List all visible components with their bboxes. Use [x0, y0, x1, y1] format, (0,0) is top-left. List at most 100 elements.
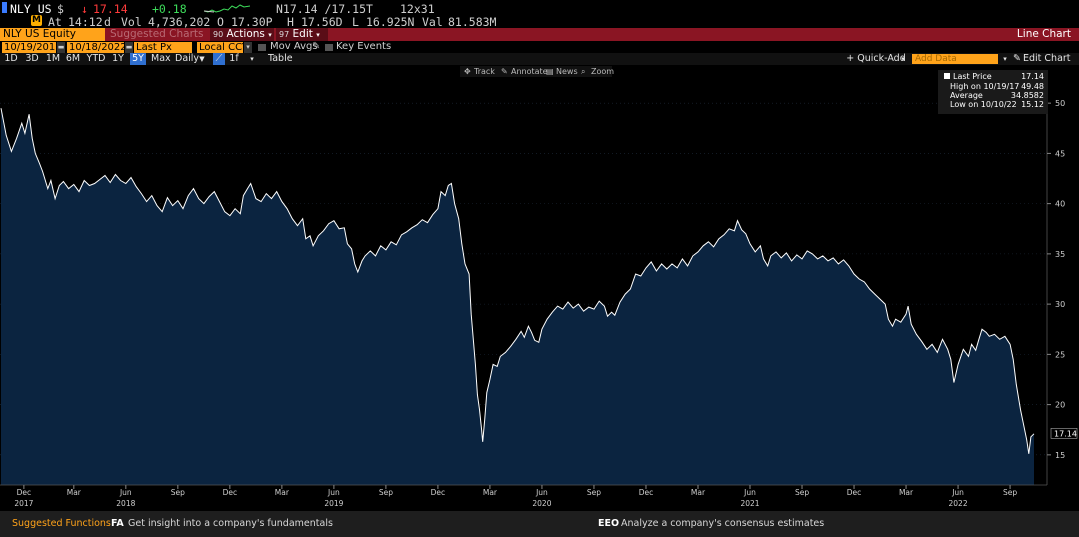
sparkline-icon — [204, 4, 250, 13]
period-ytd[interactable]: YTD — [86, 53, 106, 64]
legend-last-price: Last Price — [944, 72, 992, 81]
chart-settings-row: 10/19/2017 ▬ 10/18/2022 ▬ Last Px Local … — [0, 41, 1079, 53]
period-bar: 1D 3D 1M 6M YTD 1Y 5Y Max Daily ▼ ⟋ 1f ▾… — [0, 53, 1079, 65]
pencil-icon[interactable]: ✎ — [312, 41, 321, 52]
low-value: 16.925N — [366, 15, 415, 29]
x-tick-label: Jun — [951, 488, 964, 497]
x-tick-label: Sep — [379, 488, 393, 497]
high-label: H — [287, 15, 294, 29]
suggested-charts-button[interactable]: Suggested Charts — [107, 28, 207, 41]
chart-panel[interactable]: 15 20 25 30 35 40 45 50 17.14 Dec Mar Jun Sep Dec Mar… — [0, 65, 1079, 511]
period-6m[interactable]: 6M — [65, 53, 81, 64]
open-label: O — [217, 15, 224, 29]
ticker-label[interactable]: NLY US — [10, 2, 52, 16]
calendar-dropdown-icon[interactable]: ▬ — [125, 42, 133, 53]
volume-value: 4,736,202 — [148, 15, 211, 29]
chevron-down-icon[interactable]: ▾ — [244, 42, 252, 53]
annotate-icon: ✎ — [501, 67, 508, 76]
y-axis: 15 20 25 30 35 40 45 50 17.14 — [1046, 73, 1078, 485]
legend-label: Average — [950, 91, 983, 100]
function-toolbar: NLY US Equity Suggested Charts 90 Action… — [0, 28, 1079, 41]
field-selector[interactable]: Last Px — [134, 42, 192, 53]
x-tick-label: Jun — [535, 488, 548, 497]
period-1y[interactable]: 1Y — [112, 53, 124, 64]
chevron-down-icon[interactable]: ▼ — [199, 55, 205, 63]
suggested-functions-label[interactable]: Suggested Functions — [0, 511, 111, 537]
zoom-button[interactable]: Zoom — [591, 67, 615, 76]
annotate-button[interactable]: Annotate — [511, 67, 548, 76]
last-price: 17.14 — [93, 2, 128, 16]
calendar-dropdown-icon[interactable]: ▬ — [57, 42, 65, 53]
x-year-label: 2017 — [14, 499, 33, 508]
start-date-field[interactable]: 10/19/2017 — [2, 42, 62, 53]
pencil-icon[interactable]: ✎ — [1013, 53, 1021, 64]
y-tick-label: 30 — [1055, 300, 1065, 309]
legend-value: 34.8582 — [1010, 91, 1044, 100]
price-change: +0.18 — [152, 2, 187, 16]
key-events-label: Key Events — [336, 41, 392, 52]
x-tick-label: Sep — [795, 488, 809, 497]
x-tick-label: Dec — [17, 488, 32, 497]
value-label: Val — [422, 15, 443, 29]
caret-down-icon: ▾ — [316, 31, 320, 39]
bid-ask-size: 12x31 — [400, 2, 435, 16]
y-tick-label: 15 — [1055, 451, 1065, 460]
function-code-fa[interactable]: FA — [111, 518, 124, 529]
time-suffix: d — [104, 15, 111, 29]
period-5y[interactable]: 5Y — [130, 53, 146, 65]
actions-label: Actions — [226, 28, 265, 40]
function-code-eeo[interactable]: EEO — [598, 518, 620, 529]
function-desc-fa[interactable]: Get insight into a company's fundamental… — [128, 518, 333, 529]
actions-code: 90 — [213, 30, 224, 39]
low-label: L — [352, 15, 359, 29]
track-button[interactable]: Track — [474, 67, 495, 76]
add-data-input[interactable]: Add Data — [912, 54, 998, 64]
x-tick-label: Jun — [327, 488, 340, 497]
key-events-checkbox[interactable] — [325, 44, 333, 51]
mov-avgs-checkbox[interactable] — [258, 44, 266, 51]
x-tick-label: Mar — [67, 488, 82, 497]
x-tick-label: Mar — [691, 488, 706, 497]
function-desc-eeo[interactable]: Analyze a company's consensus estimates — [621, 518, 825, 529]
period-1d[interactable]: 1D — [4, 53, 18, 64]
chart-tools: ✥ Track ✎ Annotate ▤ News ⌕ Zoom — [460, 66, 615, 77]
legend-swatch-icon — [944, 73, 950, 79]
caret-down-icon: ▾ — [268, 31, 272, 39]
actions-menu-button[interactable]: 90 Actions ▾ — [210, 28, 274, 41]
frequency-selector[interactable]: Daily — [175, 53, 200, 64]
legend-label: Low on 10/10/22 — [950, 100, 1017, 109]
x-tick-label: Sep — [171, 488, 185, 497]
volume-label: Vol — [121, 15, 142, 29]
x-year-label: 2021 — [740, 499, 759, 508]
x-tick-label: Dec — [639, 488, 654, 497]
period-1m[interactable]: 1M — [45, 53, 61, 64]
price-chart[interactable]: 15 20 25 30 35 40 45 50 17.14 Dec Mar Jun Sep Dec Mar… — [0, 65, 1079, 511]
line-chart-icon[interactable]: ⟋ — [213, 53, 225, 65]
edit-menu-button[interactable]: 97 Edit ▾ — [276, 28, 328, 41]
edit-chart-button[interactable]: Edit Chart — [1023, 53, 1071, 64]
end-date-field[interactable]: 10/18/2022 — [67, 42, 127, 53]
security-field[interactable]: NLY US Equity — [0, 28, 105, 41]
chart-style-selector[interactable]: 1f — [229, 53, 239, 64]
chevron-down-icon[interactable]: ▾ — [250, 55, 254, 63]
table-button[interactable]: Table — [268, 53, 293, 64]
last-value-tag — [1050, 428, 1078, 439]
chevron-down-icon[interactable]: ▾ — [901, 55, 905, 63]
period-3d[interactable]: 3D — [25, 53, 39, 64]
x-tick-label: Sep — [1003, 488, 1017, 497]
suggested-functions-bar: Suggested Functions FA Get insight into … — [0, 511, 1079, 537]
news-icon: ▤ — [546, 67, 554, 76]
x-tick-label: Jun — [119, 488, 132, 497]
news-button[interactable]: News — [556, 67, 578, 76]
chevron-down-icon[interactable]: ▾ — [1003, 55, 1007, 63]
quick-add-button[interactable]: + Quick-Add — [846, 53, 906, 64]
period-max[interactable]: Max — [151, 53, 171, 64]
open-value: 17.30P — [231, 15, 273, 29]
x-tick-label: Mar — [275, 488, 290, 497]
security-color-marker — [2, 2, 7, 13]
edit-code: 97 — [279, 30, 290, 39]
time-label: At — [48, 15, 62, 29]
quote-strip: NLY US $ ↓ 17.14 +0.18 N17.14 /17.15T 12… — [0, 0, 1079, 29]
currency-selector[interactable]: Local CCY — [197, 42, 248, 53]
x-axis: Dec Mar Jun Sep Dec Mar Jun Sep Dec Mar Jun Sep Dec M… — [0, 484, 1047, 508]
